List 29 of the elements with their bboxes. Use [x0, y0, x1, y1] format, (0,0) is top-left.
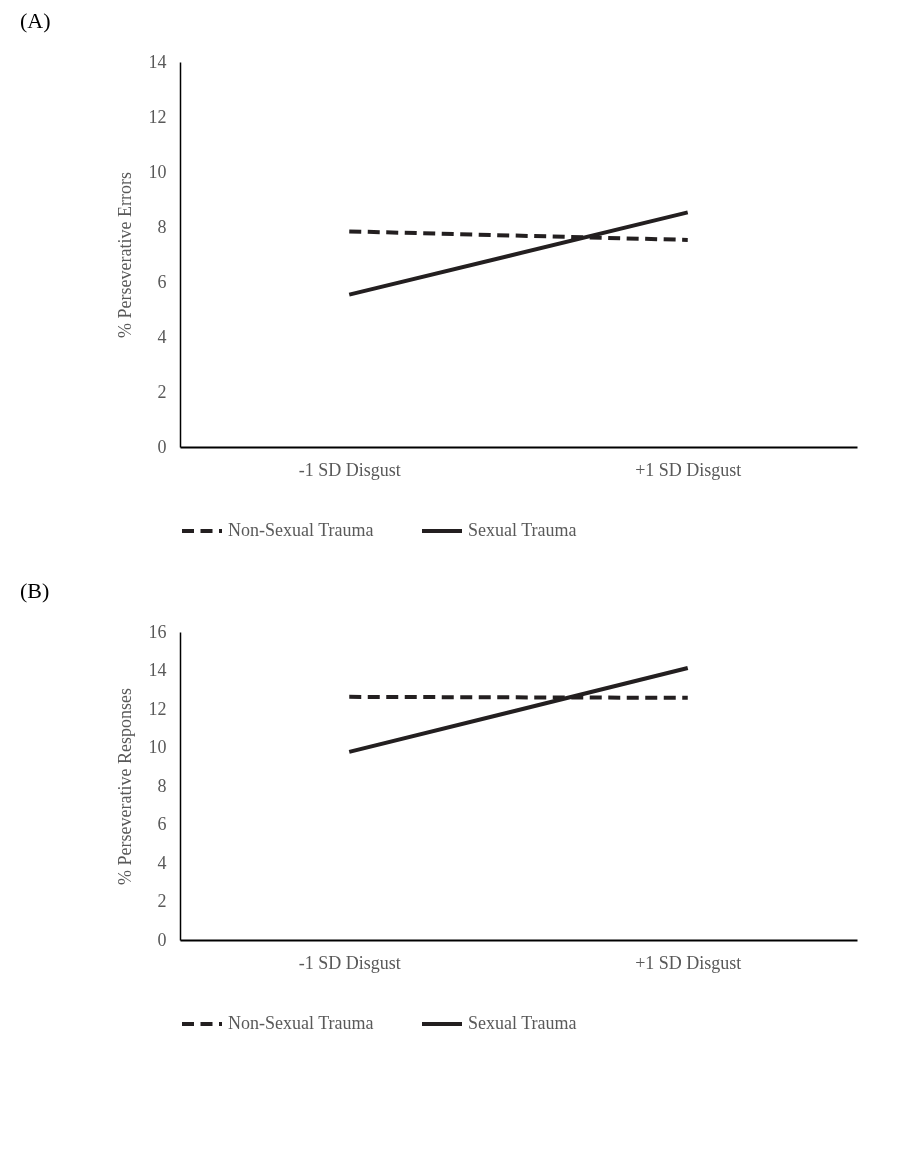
- y-tick-label: 12: [148, 698, 167, 719]
- x-tick-label: +1 SD Disgust: [635, 459, 742, 480]
- y-tick-label: 8: [157, 775, 167, 796]
- y-tick-label: 8: [157, 216, 167, 237]
- y-tick-label: 14: [148, 51, 167, 72]
- y-tick-label: 10: [148, 161, 167, 182]
- legend-label: Sexual Trauma: [468, 1013, 577, 1033]
- chart-title: (A): [20, 8, 51, 33]
- y-tick-label: 14: [148, 660, 167, 680]
- legend-label: Sexual Trauma: [468, 520, 577, 540]
- x-tick-label: -1 SD Disgust: [298, 952, 401, 973]
- y-tick-label: 2: [157, 381, 167, 402]
- y-axis-title: % Perseverative Errors: [114, 172, 135, 338]
- y-tick-label: 0: [157, 929, 167, 950]
- y-tick-label: 0: [157, 436, 167, 457]
- y-axis-title: % Perseverative Responses: [114, 688, 135, 885]
- y-tick-label: 6: [157, 814, 167, 834]
- y-tick-label: 6: [157, 271, 167, 292]
- y-tick-label: 12: [148, 106, 167, 127]
- y-tick-label: 10: [148, 737, 167, 757]
- x-tick-label: -1 SD Disgust: [298, 459, 401, 480]
- y-tick-label: 16: [148, 621, 167, 642]
- y-tick-label: 4: [157, 326, 167, 347]
- y-tick-label: 4: [157, 852, 167, 873]
- x-tick-label: +1 SD Disgust: [635, 952, 742, 973]
- legend-label: Non-Sexual Trauma: [228, 520, 374, 540]
- chart-title: (B): [20, 578, 50, 603]
- y-tick-label: 2: [157, 891, 167, 911]
- legend-label: Non-Sexual Trauma: [228, 1013, 374, 1033]
